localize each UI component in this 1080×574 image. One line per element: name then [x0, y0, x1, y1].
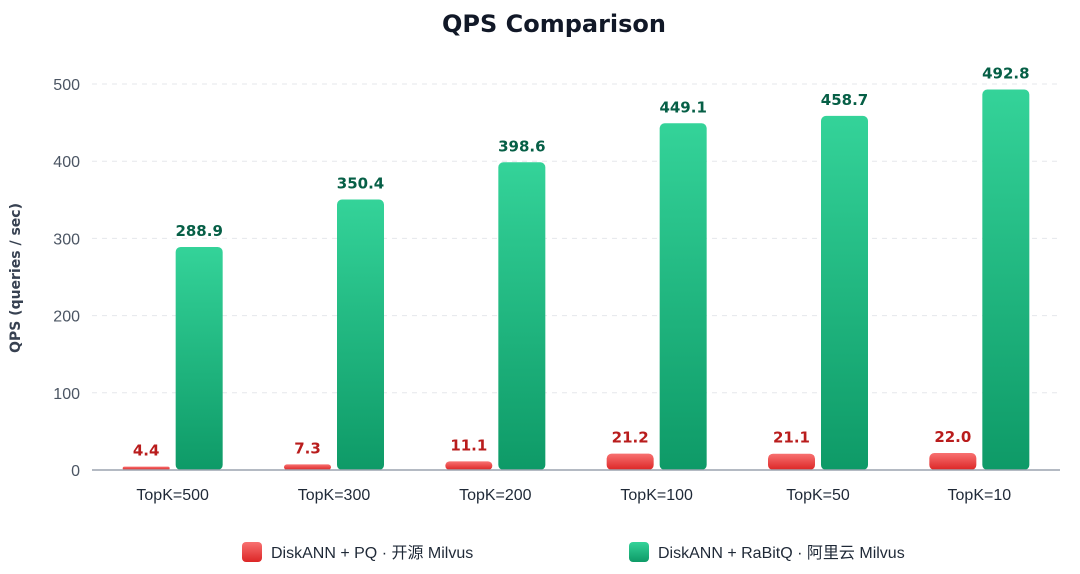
bar-pq [445, 461, 493, 470]
bar-rabitq [982, 89, 1030, 470]
y-axis-label: QPS (queries / sec) [8, 203, 24, 353]
y-tick-label: 0 [71, 463, 80, 480]
bar-rabitq [498, 162, 546, 470]
data-label-rabitq: 350.4 [337, 174, 384, 192]
legend-swatch-rabitq [629, 542, 649, 562]
x-tick-label: TopK=300 [298, 487, 371, 504]
data-label-pq: 22.0 [934, 428, 971, 446]
bar-pq [122, 466, 170, 470]
bar-marks [122, 89, 1030, 470]
bar-rabitq [659, 123, 707, 470]
x-axis-ticks: TopK=500 TopK=300 TopK=200 TopK=100 TopK=50 T… [136, 487, 1011, 504]
y-tick-label: 200 [53, 309, 80, 326]
chart-legend: DiskANN + PQ · 开源 Milvus DiskANN + RaBit… [242, 542, 905, 562]
data-label-pq: 7.3 [294, 439, 321, 457]
data-label-rabitq: 398.6 [498, 137, 545, 155]
legend-label-rabitq: DiskANN + RaBitQ · 阿里云 Milvus [658, 544, 905, 562]
y-tick-label: 400 [53, 154, 80, 171]
bar-pq [284, 464, 331, 470]
x-tick-label: TopK=50 [786, 487, 850, 504]
data-label-rabitq: 492.8 [982, 65, 1029, 83]
y-axis-ticks: 0 100 200 300 400 500 [53, 77, 80, 480]
data-label-rabitq: 458.7 [821, 91, 868, 109]
x-tick-label: TopK=100 [620, 487, 693, 504]
legend-swatch-pq [242, 542, 262, 562]
data-labels: 4.4 288.9 7.3 350.4 11.1 398.6 21.2 449.1 21.1 45… [133, 65, 1030, 460]
data-label-pq: 21.2 [612, 429, 649, 447]
data-label-rabitq: 449.1 [659, 98, 706, 116]
x-tick-label: TopK=10 [948, 487, 1012, 504]
legend-label-pq: DiskANN + PQ · 开源 Milvus [271, 544, 473, 562]
data-label-pq: 11.1 [450, 436, 487, 454]
bar-rabitq [821, 115, 868, 470]
y-tick-label: 300 [53, 231, 80, 248]
bar-rabitq [337, 199, 384, 470]
data-label-pq: 4.4 [133, 442, 160, 460]
y-tick-label: 500 [53, 77, 80, 94]
bar-pq [929, 453, 977, 470]
chart-title: QPS Comparison [442, 10, 666, 38]
y-tick-label: 100 [53, 386, 80, 403]
bar-rabitq [175, 246, 223, 470]
x-tick-label: TopK=500 [136, 487, 209, 504]
data-label-rabitq: 288.9 [175, 222, 222, 240]
gridlines [92, 83, 1060, 394]
data-label-pq: 21.1 [773, 429, 810, 447]
bar-pq [606, 453, 654, 470]
bar-pq [768, 453, 815, 470]
x-tick-label: TopK=200 [459, 487, 532, 504]
